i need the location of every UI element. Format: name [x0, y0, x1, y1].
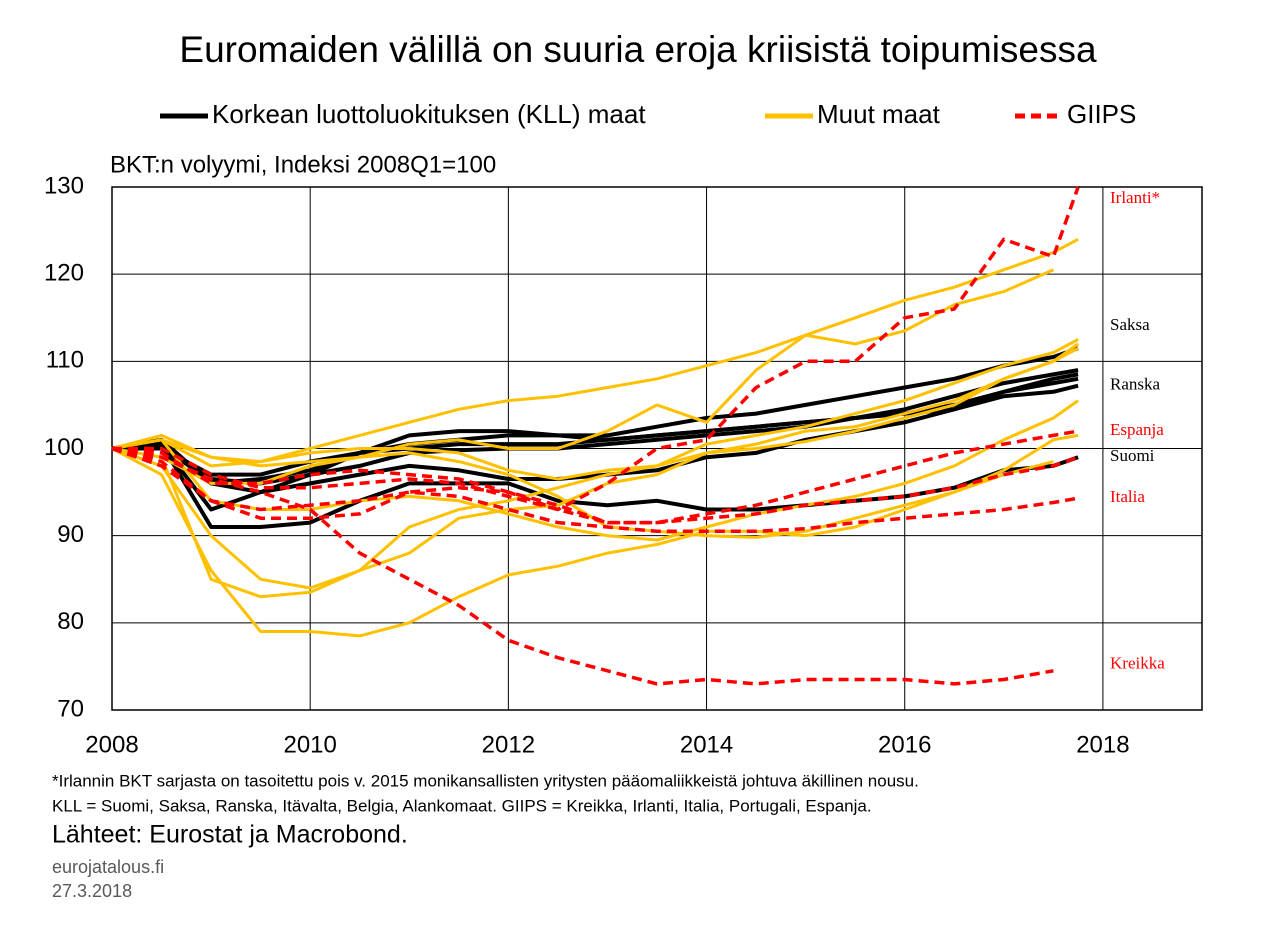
series-line — [111, 346, 1079, 481]
y-tick-label: 110 — [46, 347, 84, 374]
series-annotation: Kreikka — [1110, 654, 1165, 673]
y-tick-label: 70 — [57, 695, 84, 722]
site: eurojatalous.fi — [52, 857, 164, 877]
legend-label: Korkean luottoluokituksen (KLL) maat — [212, 99, 646, 129]
y-tick-label: 80 — [57, 608, 84, 635]
source: Lähteet: Eurostat ja Macrobond. — [52, 821, 408, 849]
x-tick-label: 2016 — [878, 731, 931, 758]
y-tick-label: 90 — [57, 521, 84, 548]
x-tick-label: 2010 — [283, 731, 336, 758]
y-tick-label: 100 — [44, 434, 84, 461]
series-line — [111, 438, 1054, 539]
series-annotation: Espanja — [1110, 420, 1164, 439]
legend-label: GIIPS — [1067, 99, 1136, 129]
series-annotation: Ranska — [1110, 375, 1161, 394]
series-line — [111, 338, 1079, 590]
series-line — [111, 446, 1054, 686]
series-line — [111, 442, 1079, 529]
x-tick-label: 2008 — [85, 731, 138, 758]
series-line — [111, 268, 1055, 485]
note: *Irlannin BKT sarjasta on tasoitettu poi… — [52, 771, 919, 790]
series-line — [111, 446, 1079, 534]
chart-title: Euromaiden välillä on suuria eroja kriis… — [179, 29, 1097, 70]
subtitle: BKT:n volyymi, Indeksi 2008Q1=100 — [110, 151, 496, 178]
series-annotation: Irlanti* — [1110, 188, 1160, 207]
x-tick-label: 2018 — [1076, 731, 1129, 758]
series-line — [111, 346, 1079, 512]
y-tick-label: 120 — [44, 260, 84, 287]
series-annotation: Italia — [1110, 487, 1145, 506]
x-tick-label: 2012 — [482, 731, 535, 758]
note: KLL = Suomi, Saksa, Ranska, Itävalta, Be… — [52, 796, 872, 815]
series-line — [111, 237, 1079, 464]
x-tick-label: 2014 — [680, 731, 733, 758]
legend-label: Muut maat — [817, 99, 941, 129]
series-annotation: Saksa — [1110, 315, 1150, 334]
date: 27.3.2018 — [52, 881, 132, 901]
series-line — [111, 446, 1079, 525]
series-annotation: Suomi — [1110, 446, 1155, 465]
y-tick-label: 130 — [44, 172, 84, 199]
series-line — [111, 186, 1080, 520]
series-line — [111, 342, 1079, 599]
